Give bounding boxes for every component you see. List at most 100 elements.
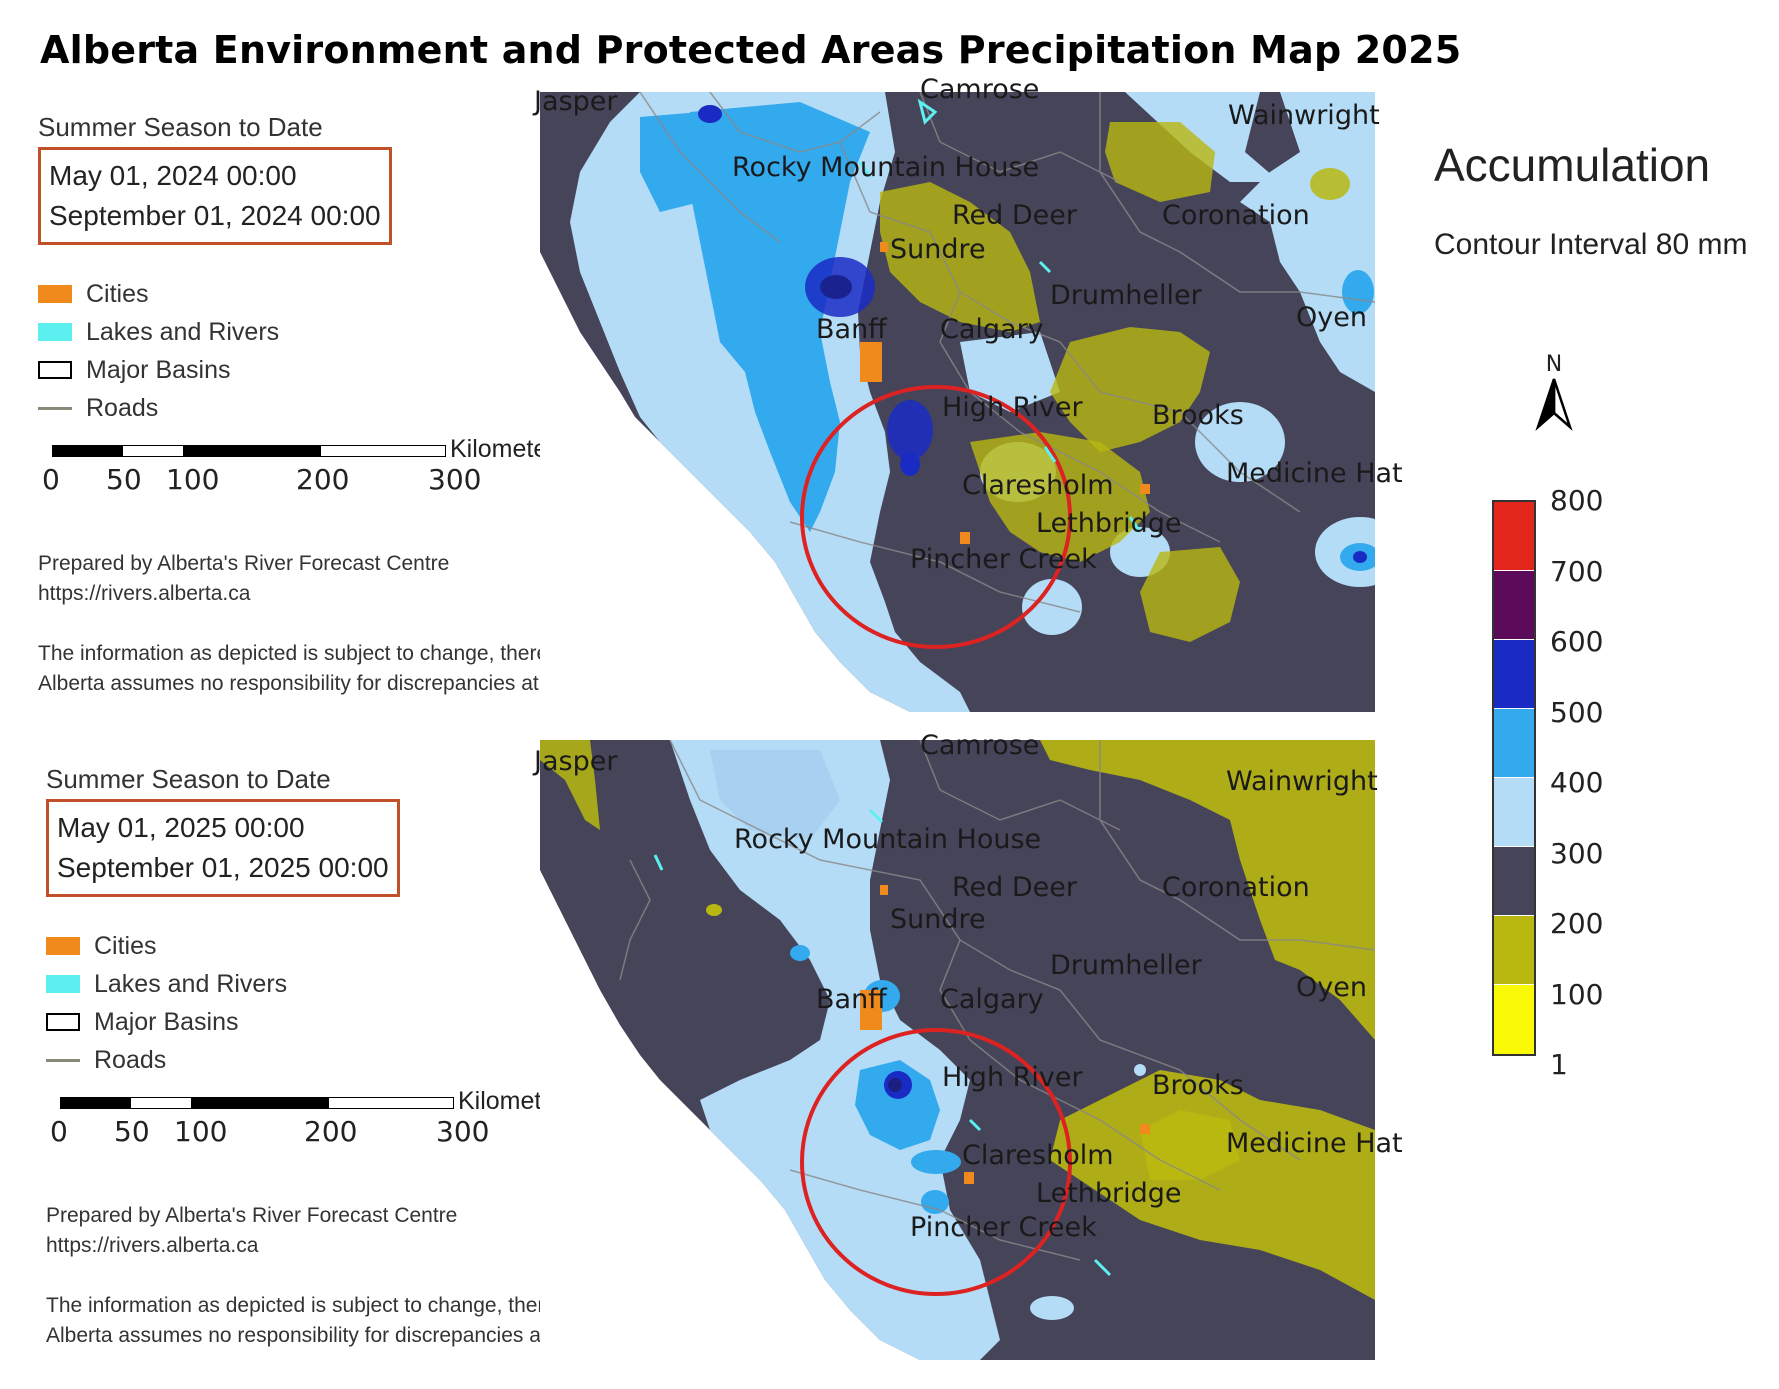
place-drumheller: Drumheller — [1050, 280, 1202, 311]
end-date: September 01, 2024 00:00 — [49, 200, 381, 231]
place-jasper: Jasper — [534, 746, 618, 777]
legend-cities: Cities — [46, 927, 806, 965]
legend-basins-label: Major Basins — [94, 1007, 239, 1036]
color-scale-cell — [1494, 847, 1534, 916]
colorbar-tick-label: 400 — [1550, 766, 1604, 799]
roads-swatch — [46, 1058, 80, 1062]
map-legend: Cities Lakes and Rivers Major Basins Roa… — [46, 927, 806, 1079]
date-range-box: May 01, 2025 00:00 September 01, 2025 00… — [46, 799, 400, 897]
place-oyen: Oyen — [1296, 972, 1367, 1003]
medicine-hat-city-marker — [1140, 1124, 1150, 1134]
scale-tick: 300 — [436, 1115, 490, 1148]
legend-lakes-label: Lakes and Rivers — [94, 969, 288, 998]
lethbridge-city-marker — [964, 1172, 974, 1184]
medicine-hat-city-marker — [1140, 484, 1150, 494]
disclaimer-line: Alberta assumes no responsibility for di… — [38, 672, 689, 695]
scale-tick: 0 — [50, 1115, 68, 1148]
place-pincher-creek: Pincher Creek — [910, 544, 1097, 575]
colorbar-tick-label: 200 — [1550, 907, 1604, 940]
legend-lakes: Lakes and Rivers — [46, 965, 806, 1003]
basins-swatch — [38, 361, 72, 379]
legend-roads-label: Roads — [94, 1045, 167, 1074]
map-2025-canvas — [540, 740, 1375, 1360]
place-claresholm: Claresholm — [962, 1140, 1114, 1171]
place-brooks: Brooks — [1152, 400, 1244, 431]
place-medicine-hat: Medicine Hat — [1226, 1128, 1403, 1159]
cities-swatch — [46, 937, 80, 955]
place-jasper: Jasper — [534, 86, 618, 117]
place-banff: Banff — [816, 314, 887, 345]
color-scale-bar — [1492, 500, 1536, 1056]
red-deer-city-marker — [880, 885, 888, 895]
place-red-deer: Red Deer — [952, 872, 1077, 903]
place-rocky-mountain-house: Rocky Mountain House — [732, 152, 1040, 183]
red-deer-city-marker — [880, 242, 888, 252]
legend-cities-label: Cities — [86, 279, 149, 308]
lakes-swatch — [38, 323, 72, 341]
place-claresholm: Claresholm — [962, 470, 1114, 501]
map-2024: Jasper Camrose Wainwright Rocky Mountain… — [534, 74, 1403, 712]
place-banff: Banff — [816, 984, 887, 1015]
source-url: https://rivers.alberta.ca — [38, 582, 251, 605]
place-high-river: High River — [942, 392, 1083, 423]
page-title: Alberta Environment and Protected Areas … — [40, 28, 1462, 72]
legend-basins: Major Basins — [46, 1003, 806, 1041]
legend-roads: Roads — [38, 389, 798, 427]
place-oyen: Oyen — [1296, 302, 1367, 333]
north-label: N — [1545, 352, 1563, 377]
colorbar-tick-label: 800 — [1550, 484, 1604, 517]
legend-roads-label: Roads — [86, 393, 159, 422]
place-pincher-creek: Pincher Creek — [910, 1212, 1097, 1243]
north-arrow: N — [1534, 352, 1574, 435]
map-legend: Cities Lakes and Rivers Major Basins Roa… — [38, 275, 798, 427]
season-label: Summer Season to Date — [46, 764, 331, 794]
place-wainwright: Wainwright — [1228, 100, 1380, 131]
credit: Prepared by Alberta's River Forecast Cen… — [38, 549, 798, 609]
place-camrose: Camrose — [920, 74, 1040, 105]
color-scale-cell — [1494, 571, 1534, 640]
place-calgary: Calgary — [940, 314, 1044, 345]
place-lethbridge: Lethbridge — [1036, 508, 1182, 539]
colorbar-tick-label: 500 — [1550, 695, 1604, 729]
colorbar-tick-label: 100 — [1550, 977, 1604, 1011]
scale-tick: 100 — [166, 463, 220, 496]
place-sundre: Sundre — [890, 234, 986, 265]
place-medicine-hat: Medicine Hat — [1226, 458, 1403, 489]
map-2024-canvas — [540, 92, 1375, 712]
panel-2024-info: Summer Season to Date May 01, 2024 00:00… — [38, 112, 798, 699]
disclaimer-line: Alberta assumes no responsibility for di… — [46, 1324, 697, 1347]
basins-swatch — [46, 1013, 80, 1031]
place-drumheller: Drumheller — [1050, 950, 1202, 981]
color-scale-cell — [1494, 985, 1534, 1054]
lakes-swatch — [46, 975, 80, 993]
place-red-deer: Red Deer — [952, 200, 1077, 231]
scale-tick: 300 — [428, 463, 482, 496]
scale-tick: 200 — [304, 1115, 358, 1148]
contour-interval: Contour Interval 80 mm — [1434, 228, 1748, 261]
place-sundre: Sundre — [890, 904, 986, 935]
scale-bar: Kilometers 0 50 100 200 300 — [38, 435, 598, 505]
color-scale-cell — [1494, 502, 1534, 571]
north-arrow-icon — [1535, 378, 1573, 431]
color-scale-cell — [1494, 778, 1534, 847]
place-coronation: Coronation — [1162, 200, 1310, 231]
season-label: Summer Season to Date — [38, 112, 323, 142]
cities-swatch — [38, 285, 72, 303]
calgary-city-marker — [860, 342, 882, 382]
legend-cities: Cities — [38, 275, 798, 313]
scale-bar: Kilometers 0 50 100 200 300 — [46, 1087, 606, 1157]
start-date: May 01, 2025 00:00 — [57, 812, 305, 843]
source-url: https://rivers.alberta.ca — [46, 1234, 259, 1257]
place-wainwright: Wainwright — [1226, 766, 1378, 797]
lethbridge-city-marker — [960, 532, 970, 544]
panel-2025-info: Summer Season to Date May 01, 2025 00:00… — [46, 764, 806, 1351]
legend-roads: Roads — [46, 1041, 806, 1079]
roads-swatch — [38, 406, 72, 410]
color-scale-cell — [1494, 709, 1534, 778]
end-date: September 01, 2025 00:00 — [57, 852, 389, 883]
calgary-city-marker — [860, 990, 882, 1030]
place-calgary: Calgary — [940, 984, 1044, 1015]
scale-tick: 50 — [114, 1115, 150, 1148]
legend-lakes: Lakes and Rivers — [38, 313, 798, 351]
credit: Prepared by Alberta's River Forecast Cen… — [46, 1201, 806, 1261]
